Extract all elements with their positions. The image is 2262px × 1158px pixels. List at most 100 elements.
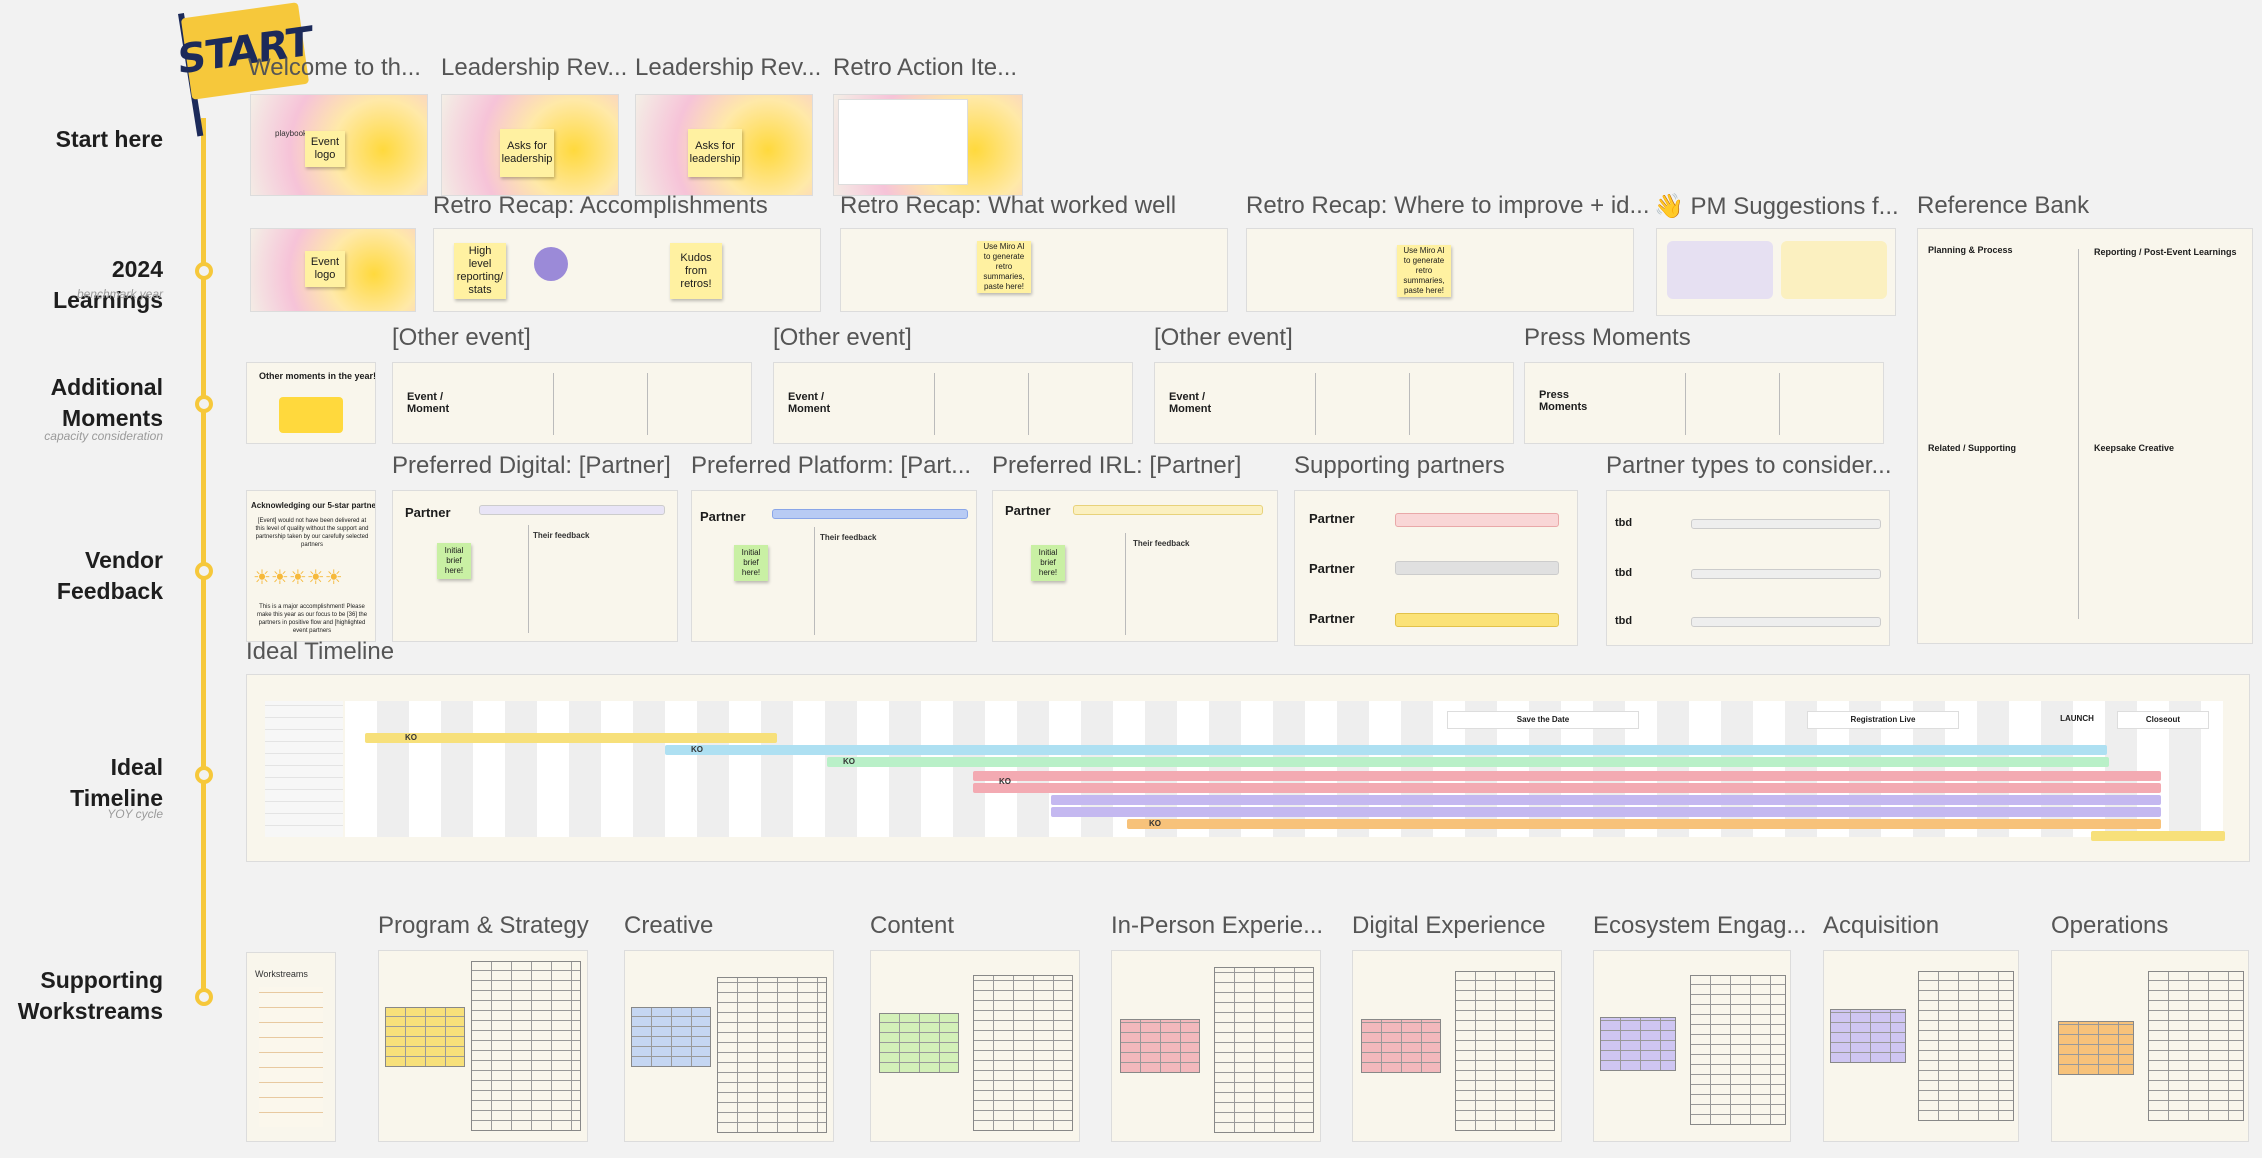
event-logo-sticky-2[interactable]: Event logo — [305, 251, 345, 287]
high-level-sticky[interactable]: High level reporting/ stats — [454, 243, 506, 299]
frame-supporting[interactable]: Partner Partner Partner — [1294, 490, 1578, 646]
tbd-pill-1 — [1691, 519, 1881, 529]
ws-table-small — [1120, 1019, 1200, 1073]
frame-leadership-2[interactable]: Asks for leadership — [635, 94, 813, 196]
frame-title-other-2[interactable]: [Other event] — [773, 324, 912, 351]
kudos-sticky[interactable]: Kudos from retros! — [670, 243, 722, 299]
lane-dot-moments — [195, 395, 213, 413]
frame-title-pref-platform[interactable]: Preferred Platform: [Part... — [691, 452, 972, 479]
ws-frame-digital[interactable] — [1352, 950, 1562, 1142]
ack-body: [Event] would not have been delivered at… — [255, 518, 369, 548]
frame-title-other-3[interactable]: [Other event] — [1154, 324, 1293, 351]
tbd-pill-3 — [1691, 617, 1881, 627]
frame-title-leadership-1[interactable]: Leadership Rev... — [441, 54, 628, 81]
frame-pref-platform[interactable]: Partner Initial brief here! Their feedba… — [691, 490, 977, 642]
divider — [1779, 373, 1780, 435]
ws-frame-content[interactable] — [870, 950, 1080, 1142]
bar-yellow-end — [2091, 831, 2225, 841]
ws-title-content[interactable]: Content — [870, 912, 955, 939]
frame-pref-irl[interactable]: Partner Initial brief here! Their feedba… — [992, 490, 1278, 642]
ws-table-small — [2058, 1021, 2134, 1075]
divider — [1028, 373, 1029, 435]
frame-other-3[interactable]: Event / Moment — [1154, 362, 1514, 444]
partner-label: Partner — [405, 505, 451, 520]
lane-label-vendor: Vendor Feedback — [56, 547, 163, 604]
registration-text: Registration Live — [1850, 715, 1916, 724]
initial-brief-sticky-3[interactable]: Initial brief here! — [1031, 545, 1065, 581]
tbd-label-2: tbd — [1615, 567, 1633, 579]
ws-table-small — [385, 1007, 465, 1067]
asks-sticky-2[interactable]: Asks for leadership — [688, 129, 742, 177]
ws-table — [2148, 971, 2244, 1121]
pm-box-yellow — [1781, 241, 1887, 299]
frame-reference-bank[interactable]: Planning & Process Reporting / Post-Even… — [1917, 228, 2253, 644]
frame-acknowledging[interactable]: Acknowledging our 5-star partners [Event… — [246, 490, 376, 642]
frame-leadership-1[interactable]: Asks for leadership — [441, 94, 619, 196]
ws-table — [1214, 967, 1314, 1133]
ws-table — [1918, 971, 2014, 1121]
frame-partner-types[interactable]: tbd tbd tbd — [1606, 490, 1890, 646]
frame-ideal-timeline[interactable]: KO KO KO KO KO Save the Date Registratio… — [246, 674, 2250, 862]
stars-row: ☀☀☀☀☀ — [253, 567, 343, 589]
frame-title-pm-suggestions[interactable]: 👋 PM Suggestions f... — [1654, 193, 1899, 220]
frame-title-welcome[interactable]: Welcome to th... — [248, 54, 421, 81]
frame-improve[interactable]: Use Miro AI to generate retro summaries,… — [1246, 228, 1634, 312]
frame-title-ideal-timeline[interactable]: Ideal Timeline — [246, 638, 395, 665]
frame-title-worked-well[interactable]: Retro Recap: What worked well — [840, 192, 1177, 219]
pm-box-purple — [1667, 241, 1773, 299]
frame-welcome[interactable]: playbook Event logo — [250, 94, 428, 196]
frame-title-pref-digital[interactable]: Preferred Digital: [Partner] — [392, 452, 671, 479]
divider — [528, 525, 529, 633]
ws-title-operations[interactable]: Operations — [2051, 912, 2169, 939]
ws-title-program[interactable]: Program & Strategy — [378, 912, 589, 939]
frame-other-2[interactable]: Event / Moment — [773, 362, 1133, 444]
ws-frame-acquisition[interactable] — [1823, 950, 2019, 1142]
ws-frame-operations[interactable] — [2051, 950, 2249, 1142]
ws-title-creative[interactable]: Creative — [624, 912, 714, 939]
frame-title-reference-bank[interactable]: Reference Bank — [1917, 192, 2090, 219]
asks-sticky-1[interactable]: Asks for leadership — [500, 129, 554, 177]
frame-learnings-logo[interactable]: Event logo — [250, 228, 416, 312]
milestone-save-date: Save the Date — [1447, 711, 1639, 729]
frame-worked-well[interactable]: Use Miro AI to generate retro summaries,… — [840, 228, 1228, 312]
use-miro-sticky-2[interactable]: Use Miro AI to generate retro summaries,… — [1397, 245, 1451, 297]
frame-title-pref-irl[interactable]: Preferred IRL: [Partner] — [992, 452, 1242, 479]
frame-pm-suggestions[interactable] — [1656, 228, 1896, 316]
event-moment-label-2: Event / Moment — [788, 391, 831, 415]
frame-workstreams-index[interactable]: Workstreams — [246, 952, 336, 1142]
ws-title-digital[interactable]: Digital Experience — [1352, 912, 1546, 939]
ws-title-acquisition[interactable]: Acquisition — [1823, 912, 1940, 939]
ws-table — [471, 961, 581, 1131]
frame-title-press[interactable]: Press Moments — [1524, 324, 1691, 351]
frame-title-accomplishments[interactable]: Retro Recap: Accomplishments — [433, 192, 768, 219]
frame-pref-digital[interactable]: Partner Initial brief here! Their feedba… — [392, 490, 678, 642]
use-miro-sticky-1[interactable]: Use Miro AI to generate retro summaries,… — [977, 241, 1031, 293]
frame-title-supporting[interactable]: Supporting partners — [1294, 452, 1505, 479]
illustration-icon — [534, 247, 568, 281]
ws-frame-inperson[interactable] — [1111, 950, 1321, 1142]
frame-press[interactable]: Press Moments — [1524, 362, 1884, 444]
initial-brief-sticky-1[interactable]: Initial brief here! — [437, 543, 471, 579]
initial-brief-sticky-2[interactable]: Initial brief here! — [734, 545, 768, 581]
divider — [814, 527, 815, 635]
bar-red-1 — [973, 771, 2161, 781]
ws-frame-creative[interactable] — [624, 950, 834, 1142]
frame-other-moments[interactable]: Other moments in the year! — [246, 362, 376, 444]
frame-retro-items[interactable] — [833, 94, 1023, 196]
bar-red-2 — [973, 783, 2161, 793]
ws-title-ecosystem[interactable]: Ecosystem Engag... — [1593, 912, 1807, 939]
partner-pill-yellow — [1395, 613, 1559, 627]
frame-title-other-1[interactable]: [Other event] — [392, 324, 531, 351]
ws-frame-ecosystem[interactable] — [1593, 950, 1791, 1142]
frame-title-retro-items[interactable]: Retro Action Ite... — [833, 54, 1018, 81]
frame-other-1[interactable]: Event / Moment — [392, 362, 752, 444]
event-logo-sticky[interactable]: Event logo — [305, 131, 345, 167]
ws-title-inperson[interactable]: In-Person Experie... — [1111, 912, 1324, 939]
frame-accomplishments[interactable]: High level reporting/ stats Kudos from r… — [433, 228, 821, 312]
divider — [553, 373, 554, 435]
frame-title-leadership-2[interactable]: Leadership Rev... — [635, 54, 822, 81]
frame-title-partner-types[interactable]: Partner types to consider... — [1606, 452, 1892, 479]
frame-title-improve[interactable]: Retro Recap: Where to improve + id... — [1246, 192, 1650, 219]
lane-sub-timeline: YOY cycle — [107, 807, 163, 821]
ws-frame-program[interactable] — [378, 950, 588, 1142]
